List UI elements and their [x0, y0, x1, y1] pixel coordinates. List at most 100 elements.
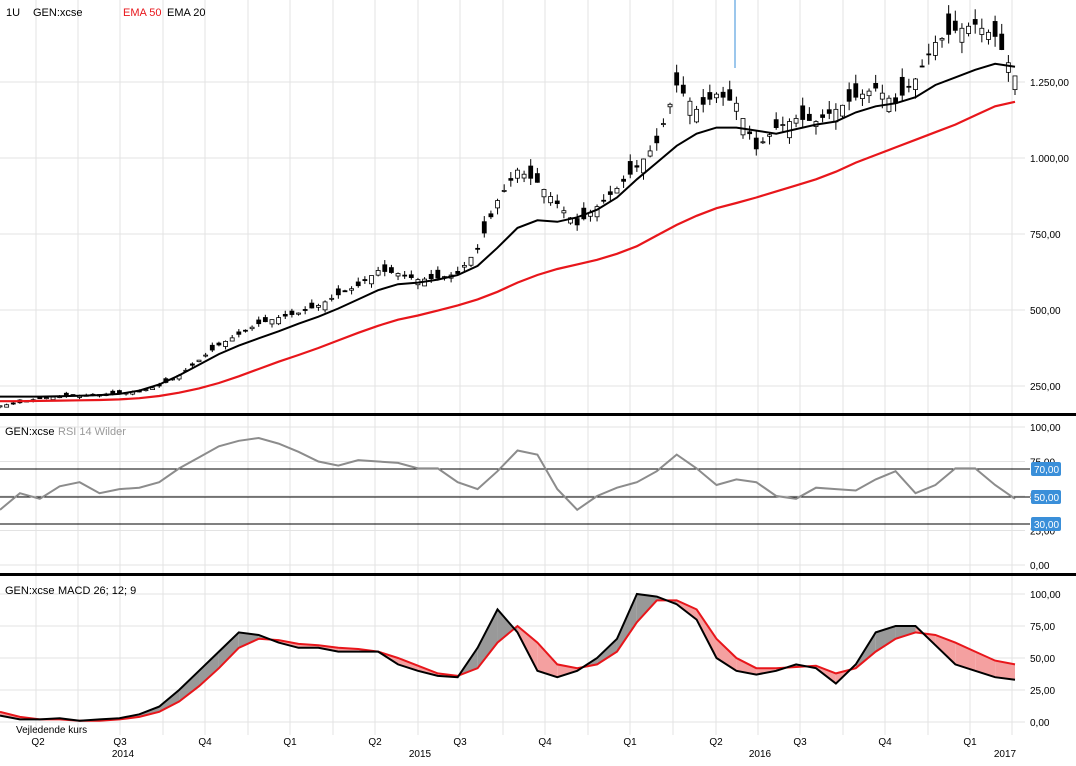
interval-label[interactable]: 1U: [6, 7, 20, 19]
candle-body: [481, 221, 487, 234]
macd-tick-label: 100,00: [1030, 590, 1061, 601]
rsi-title: RSI 14 Wilder: [58, 426, 126, 438]
candle-body: [468, 256, 474, 266]
candle-body: [1005, 62, 1011, 73]
candle-body: [561, 210, 567, 214]
candle-body: [389, 267, 394, 273]
candle-body: [369, 275, 374, 285]
candle-body: [707, 92, 713, 100]
candle-body: [4, 404, 10, 408]
candle-body: [50, 396, 56, 401]
candle-body: [408, 274, 414, 278]
candle-body: [926, 53, 932, 56]
macd-fill-above: [477, 609, 498, 669]
candle-body: [727, 89, 733, 101]
macd-fill-above: [895, 626, 916, 639]
candle-body: [647, 150, 653, 157]
candle-body: [428, 273, 434, 279]
candle-body: [733, 102, 739, 112]
candle-body: [614, 187, 620, 194]
rsi-instrument: GEN:xcse: [5, 426, 55, 438]
candle-body: [455, 270, 461, 274]
candle-body: [780, 124, 786, 126]
macd-fill-above: [616, 594, 637, 652]
rsi-badge-label: 30,00: [1034, 520, 1059, 531]
candle-body: [243, 329, 248, 332]
candle-body: [10, 402, 16, 405]
rsi-badge: [1031, 517, 1061, 531]
candle-body: [740, 118, 746, 136]
macd-fill-above: [199, 651, 219, 687]
candle-body: [753, 137, 759, 150]
candle-body: [355, 281, 361, 287]
candle-body: [979, 27, 985, 35]
candle-body: [289, 310, 295, 315]
rsi-badge: [1031, 490, 1061, 504]
candle-body: [946, 13, 952, 35]
candle-body: [309, 302, 315, 309]
ema50-legend: EMA 50: [123, 7, 162, 19]
candle-body: [362, 279, 368, 282]
candle-body: [654, 135, 660, 144]
candle-body: [495, 200, 500, 209]
candle-body: [541, 189, 547, 198]
candle-body: [806, 113, 812, 121]
rsi-badge-label: 50,00: [1034, 493, 1059, 504]
ema20-legend: EMA 20: [167, 7, 206, 19]
candle-body: [196, 359, 202, 363]
ema20-line: [0, 62, 1016, 398]
candle-body: [209, 344, 215, 351]
macd-title: MACD 26; 12; 9: [58, 585, 136, 597]
macd-fill-below: [935, 634, 956, 665]
macd-instrument: GEN:xcse: [5, 585, 55, 597]
quarter-label: Q3: [793, 737, 807, 748]
candle-body: [959, 27, 965, 43]
year-label: 2016: [749, 749, 772, 760]
macd-fill-below: [975, 651, 996, 678]
candle-body: [223, 341, 228, 347]
candle-body: [899, 76, 905, 96]
macd-fill-above: [875, 626, 896, 652]
candle-body: [932, 42, 938, 56]
candle-body: [986, 31, 991, 40]
panel-separator-bottom: [0, 573, 1076, 576]
candle-body: [667, 103, 673, 108]
instrument-label: GEN:xcse: [33, 7, 83, 19]
candle-body: [873, 82, 879, 89]
candle-body: [548, 196, 554, 204]
candle-body: [37, 397, 43, 400]
candle-body: [236, 331, 242, 335]
candle-body: [335, 288, 341, 296]
rsi-badge: [1031, 462, 1061, 476]
candle-body: [395, 273, 401, 277]
price-axis: 250,00 500,00 750,00 1.000,00 1.250,00: [1030, 78, 1069, 393]
candle-body: [939, 38, 945, 41]
signal-line: [0, 599, 1016, 722]
candle-body: [521, 173, 527, 179]
macd-fill-above: [218, 632, 239, 669]
candle-body: [435, 269, 441, 279]
year-label: 2014: [112, 749, 135, 760]
candle-body: [302, 309, 308, 311]
candle-body: [972, 19, 978, 25]
quarter-label: Q2: [31, 737, 45, 748]
candle-body: [747, 131, 753, 135]
macd-fill-below: [696, 609, 717, 658]
macd-fill-above: [238, 632, 259, 648]
candle-body: [760, 141, 766, 144]
macd-fill: [0, 594, 1015, 721]
candle-body: [554, 200, 560, 204]
candle-body: [860, 93, 865, 100]
candle-body: [475, 247, 481, 250]
candle-body: [793, 118, 799, 124]
macd-fill-below: [736, 658, 757, 675]
macd-fill-above: [597, 638, 617, 665]
rsi-tick-label: 100,00: [1030, 423, 1061, 434]
price-tick-label: 1.250,00: [1030, 78, 1069, 89]
candle-body: [641, 158, 646, 174]
candle-body: [773, 119, 779, 128]
candle-body: [0, 405, 3, 408]
macd-axis: 0,00 25,00 50,00 75,00 100,00: [1030, 590, 1061, 729]
candle-body: [349, 288, 355, 291]
candle-body: [269, 319, 275, 325]
